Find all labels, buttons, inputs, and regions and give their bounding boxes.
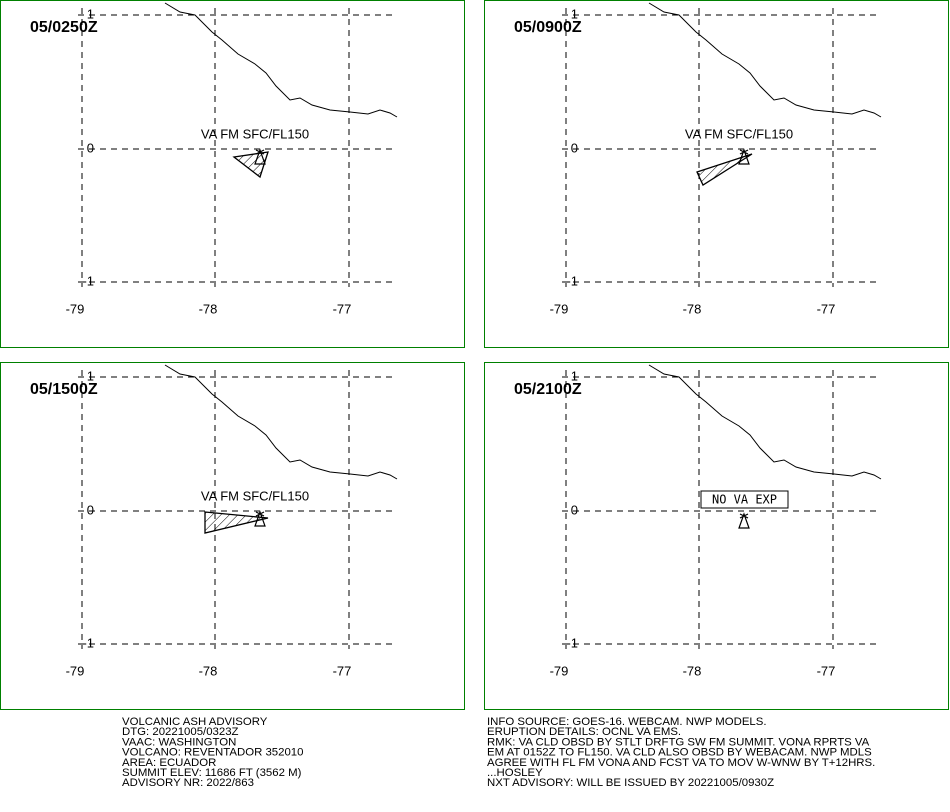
valid-time: 05/0900Z [514,19,582,36]
volcano-symbol [254,148,266,165]
advisory-line: NXT ADVISORY: WILL BE ISSUED BY 20221005… [487,777,774,789]
panel-border [484,362,949,710]
no-ash-label: NO VA EXP [712,493,777,507]
advisory-line: ERUPTION DETAILS: OCNL VA EMS. [487,726,681,738]
longitude-label: -78 [683,663,702,678]
latitude-label: 1 [87,368,94,383]
advisory-line: INFO SOURCE: GOES-16. WEBCAM. NWP MODELS… [487,716,767,728]
advisory-line: VAAC: WASHINGTON [122,736,236,748]
advisory-line: EM AT 0152Z TO FL150. VA CLD ALSO OBSD B… [487,747,872,759]
longitude-label: -79 [66,301,85,316]
longitude-label: -78 [683,301,702,316]
latitude-label: 0 [571,502,578,517]
advisory-line: RMK: VA CLD OBSD BY STLT DRFTG SW FM SUM… [487,736,870,748]
latitude-label: -1 [82,273,94,288]
advisory-line: AREA: ECUADOR [122,757,216,769]
valid-time: 05/1500Z [30,381,98,398]
valid-time: 05/0250Z [30,19,98,36]
map-panel: -79 -78 -77 1 0 -1 05/0250Z VA FM SFC/FL150 [0,0,465,348]
advisory-line: ADVISORY NR: 2022/863 [122,777,254,789]
longitude-label: -79 [550,663,569,678]
latitude-label: 1 [87,6,94,21]
advisory-line: VOLCANIC ASH ADVISORY [122,716,268,728]
ash-cloud-area [696,153,753,186]
longitude-label: -78 [199,301,218,316]
longitude-label: -77 [817,301,836,316]
coastline [164,2,398,118]
map-panel: -79 -78 -77 1 0 -1 05/0900Z VA FM SFC/FL150 [484,0,949,348]
coastline [648,2,882,118]
latitude-label: 0 [87,502,94,517]
advisory-line: AGREE WITH FL FM VONA AND FCST VA TO MOV… [487,757,875,769]
panel-border [0,362,465,710]
advisory-line: VOLCANO: REVENTADOR 352010 [122,747,303,759]
longitude-label: -79 [550,301,569,316]
latitude-label: -1 [82,635,94,650]
longitude-label: -77 [333,301,352,316]
coastline [164,364,398,480]
latitude-label: 0 [87,140,94,155]
ash-cloud-label: VA FM SFC/FL150 [685,126,793,141]
valid-time: 05/2100Z [514,381,582,398]
advisory-line: DTG: 20221005/0323Z [122,726,239,738]
ash-cloud-label: VA FM SFC/FL150 [201,488,309,503]
label-box [700,490,789,509]
latitude-label: -1 [566,635,578,650]
longitude-label: -77 [333,663,352,678]
panel-border [0,0,465,348]
longitude-label: -78 [199,663,218,678]
latitude-label: 1 [571,368,578,383]
latitude-label: 0 [571,140,578,155]
latitude-label: 1 [571,6,578,21]
ash-cloud-label: VA FM SFC/FL150 [201,126,309,141]
longitude-label: -77 [817,663,836,678]
volcano-symbol [254,510,266,527]
ash-cloud-area [204,511,269,534]
advisory-line: SUMMIT ELEV: 11686 FT (3562 M) [122,767,302,779]
volcano-symbol [738,148,750,165]
panel-border [484,0,949,348]
advisory-line: ...HOSLEY [487,767,543,779]
volcano-symbol [738,512,750,529]
coastline [648,364,882,480]
longitude-label: -79 [66,663,85,678]
latitude-label: -1 [566,273,578,288]
map-panel: -79 -78 -77 1 0 -1 05/2100Z NO VA EXP [484,362,949,710]
map-panel: -79 -78 -77 1 0 -1 05/1500Z VA FM SFC/FL150 [0,362,465,710]
